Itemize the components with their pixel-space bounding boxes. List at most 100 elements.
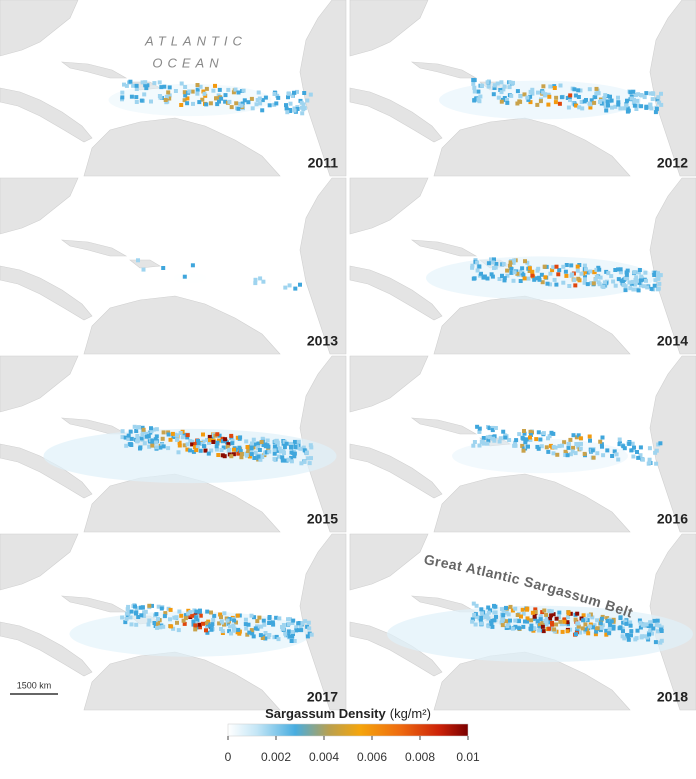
sargassum-pixel (287, 634, 292, 639)
sargassum-pixel (194, 615, 199, 620)
sargassum-pixel (500, 617, 505, 622)
sargassum-pixel (140, 425, 145, 430)
sargassum-pixel (509, 266, 514, 271)
sargassum-pixel (591, 625, 595, 630)
sargassum-pixel (568, 437, 573, 442)
sargassum-pixel (655, 97, 660, 102)
sargassum-pixel (198, 608, 202, 613)
sargassum-pixel (305, 98, 310, 103)
sargassum-pixel (530, 269, 535, 274)
sargassum-pixel (274, 448, 279, 453)
sargassum-pixel (126, 433, 131, 438)
sargassum-pixel (616, 102, 621, 107)
sargassum-pixel (605, 99, 610, 104)
sargassum-pixel (158, 625, 163, 630)
sargassum-pixel (200, 97, 205, 102)
sargassum-pixel (652, 273, 657, 277)
sargassum-pixel (202, 444, 206, 449)
sargassum-pixel (621, 283, 626, 288)
sargassum-pixel (154, 427, 159, 432)
sargassum-pixel (521, 273, 526, 278)
sargassum-pixel (179, 81, 184, 86)
sargassum-pixel (493, 610, 498, 615)
sargassum-pixel (507, 438, 512, 442)
sargassum-pixel (302, 459, 307, 464)
sargassum-pixel (267, 615, 272, 619)
sargassum-pixel (244, 453, 249, 457)
sargassum-pixel (638, 445, 643, 450)
sargassum-pixel (563, 449, 568, 454)
sargassum-pixel (229, 105, 234, 110)
sargassum-pixel (175, 433, 179, 438)
sargassum-pixel (505, 100, 510, 105)
sargassum-pixel (541, 431, 546, 436)
sargassum-pixel (215, 102, 220, 107)
sargassum-pixel (557, 610, 562, 615)
sargassum-pixel (525, 607, 529, 612)
sargassum-pixel (511, 278, 516, 283)
sargassum-pixel (260, 636, 265, 640)
sargassum-pixel (547, 608, 552, 613)
sargassum-pixel (647, 446, 652, 451)
sargassum-pixel (244, 626, 249, 631)
sargassum-pixel (477, 443, 482, 448)
sargassum-pixel (495, 81, 500, 86)
sargassum-pixel (513, 440, 517, 445)
sargassum-pixel (470, 617, 475, 622)
sargassum-pixel (653, 640, 658, 645)
sargassum-pixel (657, 100, 662, 105)
sargassum-pixel (502, 278, 507, 283)
sargassum-pixel (600, 623, 605, 628)
sargassum-pixel (230, 438, 235, 443)
sargassum-pixel (508, 80, 513, 85)
sargassum-pixel (160, 436, 165, 441)
sargassum-pixel (621, 278, 626, 282)
sargassum-pixel (649, 106, 654, 111)
sargassum-pixel (505, 624, 510, 629)
sargassum-pixel (569, 273, 574, 278)
sargassum-pixel (270, 620, 275, 625)
sargassum-pixel (159, 606, 164, 611)
sargassum-pixel (559, 95, 564, 100)
sargassum-pixel (232, 447, 236, 452)
sargassum-pixel (123, 620, 128, 625)
sargassum-pixel (475, 260, 480, 265)
sargassum-pixel (132, 424, 137, 429)
sargassum-pixel (193, 445, 197, 450)
sargassum-pixel (644, 91, 649, 96)
sargassum-pixel (188, 610, 193, 615)
sargassum-pixel (529, 618, 534, 623)
sargassum-pixel (185, 101, 190, 106)
sargassum-pixel (565, 96, 570, 100)
sargassum-pixel (505, 273, 510, 278)
sargassum-pixel (588, 269, 593, 274)
sargassum-pixel (136, 615, 141, 619)
sargassum-pixel (616, 277, 621, 282)
sargassum-pixel (243, 617, 248, 622)
sargassum-pixel (544, 618, 549, 623)
sargassum-pixel (574, 442, 579, 446)
sargassum-pixel (308, 443, 313, 448)
sargassum-pixel (558, 619, 563, 624)
sargassum-pixel (179, 613, 184, 618)
sargassum-pixel (545, 281, 550, 286)
sargassum-pixel (492, 266, 496, 270)
sargassum-pixel (251, 437, 256, 442)
sargassum-pixel (530, 610, 535, 615)
sargassum-pixel (523, 619, 527, 624)
sargassum-pixel (513, 618, 518, 623)
sargassum-pixel (222, 622, 226, 627)
sargassum-pixel (639, 278, 643, 283)
sargassum-pixel (281, 623, 286, 627)
sargassum-pixel (283, 631, 288, 636)
sargassum-pixel (289, 450, 294, 455)
sargassum-pixel (220, 453, 225, 458)
sargassum-pixel (639, 104, 644, 109)
sargassum-pixel (120, 429, 125, 434)
sargassum-pixel (479, 621, 484, 626)
sargassum-pixel (497, 277, 502, 281)
sargassum-pixel (158, 95, 163, 100)
colorbar-tick-label: 0.006 (357, 750, 387, 764)
sargassum-pixel (587, 624, 592, 629)
sargassum-pixel (491, 92, 496, 97)
